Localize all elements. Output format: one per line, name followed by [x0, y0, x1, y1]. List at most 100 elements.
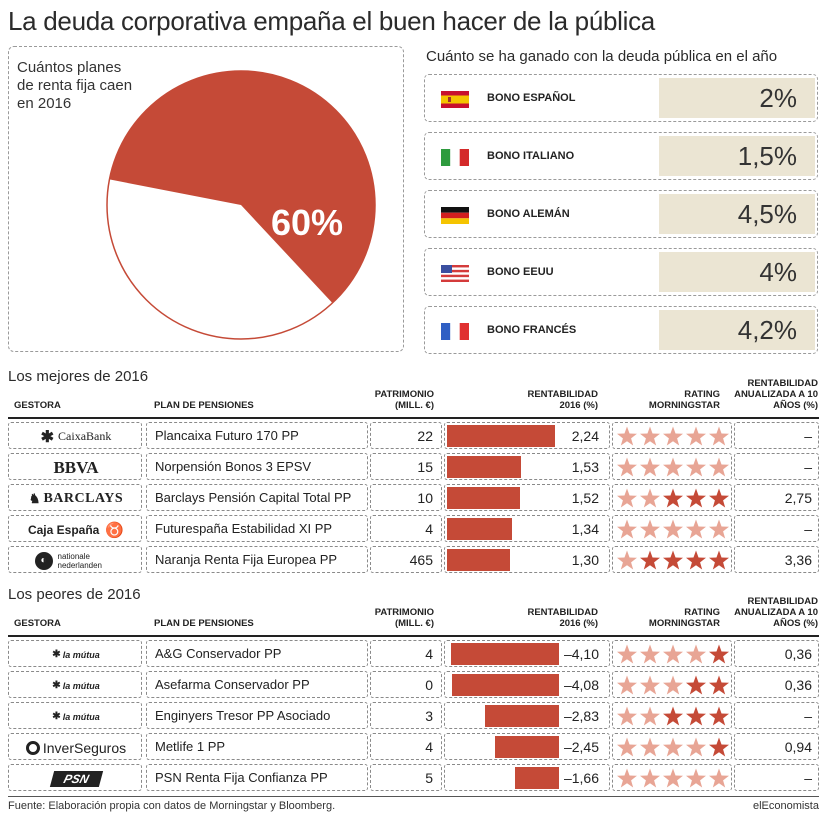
rentabilidad-cell: 1,53 [444, 453, 610, 480]
gestora-cell: ✱ la mútua [8, 702, 142, 729]
rentabilidad-cell: –2,83 [444, 702, 610, 729]
bond-name: BONO ESPAÑOL [487, 92, 576, 104]
header-patrimonio: PATRIMONIO (MILL. €) [374, 389, 434, 411]
star-filled-icon [663, 488, 683, 508]
rating-cell [612, 640, 732, 667]
rating-cell [612, 515, 732, 542]
flag-it-icon [441, 149, 469, 166]
best-header-rule [8, 417, 819, 419]
pie-slice-main [109, 71, 375, 304]
star-empty-icon [617, 488, 637, 508]
patrimonio-cell: 10 [370, 484, 442, 511]
rentabilidad-cell: 1,52 [444, 484, 610, 511]
star-empty-icon [640, 426, 660, 446]
gestora-cell: BBVA [8, 453, 142, 480]
nn-logo: ◐ nationale nederlanden [9, 547, 143, 574]
star-filled-icon [686, 706, 706, 726]
star-empty-icon [640, 737, 660, 757]
star-empty-icon [640, 457, 660, 477]
bond-name: BONO ALEMÁN [487, 208, 570, 220]
gestora-cell: PSN [8, 764, 142, 791]
rentabilidad-cell: –1,66 [444, 764, 610, 791]
patrimonio-cell: 3 [370, 702, 442, 729]
header-plan: PLAN DE PENSIONES [154, 400, 254, 411]
table-row: InverSeguros Metlife 1 PP 4 –2,45 0,94 [8, 733, 819, 760]
star-empty-icon [617, 519, 637, 539]
pie-caption: Cuántos planes de renta fija caen en 201… [17, 59, 133, 112]
star-filled-icon [709, 644, 729, 664]
star-empty-icon [617, 768, 637, 788]
table-row: ✱ la mútua A&G Conservador PP 4 –4,10 0,36 [8, 640, 819, 667]
star-empty-icon [617, 426, 637, 446]
bond-row: BONO EEUU 4% [424, 248, 818, 296]
gestora-cell: ◐ nationale nederlanden [8, 546, 142, 573]
star-filled-icon [686, 675, 706, 695]
plan-cell: PSN Renta Fija Confianza PP [146, 764, 368, 791]
star-empty-icon [640, 488, 660, 508]
rentabilidad-value: –4,08 [563, 677, 599, 693]
gestora-cell: ♞ BARCLAYS [8, 484, 142, 511]
footer-source: Fuente: Elaboración propia con datos de … [8, 800, 336, 812]
pie-chart: 60% [106, 70, 376, 340]
star-empty-icon [640, 768, 660, 788]
bond-value: 4% [659, 252, 815, 292]
anualizada-cell: – [734, 702, 819, 729]
rentabilidad-bar [451, 643, 559, 665]
gestora-cell: ✱ la mútua [8, 671, 142, 698]
star-empty-icon [709, 426, 729, 446]
rentabilidad-bar [494, 736, 559, 758]
gestora-cell: Caja España ♉ [8, 515, 142, 542]
anualizada-cell: 3,36 [734, 546, 819, 573]
rentabilidad-cell: –4,10 [444, 640, 610, 667]
star-empty-icon [686, 426, 706, 446]
footer-rule [8, 796, 819, 797]
bond-row: BONO FRANCÉS 4,2% [424, 306, 818, 354]
gestora-cell: ✱ CaixaBank [8, 422, 142, 449]
header-rentabilidad: RENTABILIDAD 2016 (%) [527, 607, 598, 629]
header-gestora: GESTORA [14, 618, 61, 629]
bond-name: BONO ITALIANO [487, 150, 575, 162]
rating-cell [612, 546, 732, 573]
star-empty-icon [686, 768, 706, 788]
star-empty-icon [686, 644, 706, 664]
anualizada-cell: 0,36 [734, 671, 819, 698]
star-empty-icon [640, 675, 660, 695]
flag-es-icon [441, 91, 469, 108]
rating-cell [612, 484, 732, 511]
header-rating: RATING MORNINGSTAR [648, 389, 720, 411]
header-patrimonio: PATRIMONIO (MILL. €) [374, 607, 434, 629]
header-anual: RENTABILIDAD ANUALIZADA A 10 AÑOS (%) [734, 378, 818, 411]
patrimonio-cell: 465 [370, 546, 442, 573]
footer-brand: elEconomista [752, 800, 819, 812]
table-row: Caja España ♉ Futurespaña Estabilidad XI P… [8, 515, 819, 542]
rentabilidad-value: –2,45 [563, 739, 599, 755]
bond-row: BONO ITALIANO 1,5% [424, 132, 818, 180]
star-filled-icon [686, 550, 706, 570]
star-empty-icon [617, 706, 637, 726]
bbva-logo: BBVA [53, 457, 99, 477]
eagle-icon: ♞ [28, 490, 41, 506]
rentabilidad-value: 1,30 [571, 552, 599, 568]
star-empty-icon [663, 768, 683, 788]
plan-cell: Futurespaña Estabilidad XI PP [146, 515, 368, 542]
pie-panel: 60% Cuántos planes de renta fija caen en… [8, 46, 404, 352]
plan-cell: Asefarma Conservador PP [146, 671, 368, 698]
anualizada-cell: – [734, 515, 819, 542]
star-empty-icon [617, 644, 637, 664]
table-row: BBVA Norpensión Bonos 3 EPSV 15 1,53 – [8, 453, 819, 480]
header-anual: RENTABILIDAD ANUALIZADA A 10 AÑOS (%) [734, 596, 818, 629]
plan-cell: Barclays Pensión Capital Total PP [146, 484, 368, 511]
rentabilidad-value: 1,53 [571, 459, 599, 475]
table-row: ✱ la mútua Enginyers Tresor PP Asociado 3 –2… [8, 702, 819, 729]
table-row: PSN PSN Renta Fija Confianza PP 5 –1,66 – [8, 764, 819, 791]
rentabilidad-bar [447, 549, 510, 571]
star-filled-icon [709, 737, 729, 757]
rentabilidad-value: –1,66 [563, 770, 599, 786]
star-empty-icon [640, 519, 660, 539]
header-rating: RATING MORNINGSTAR [648, 607, 720, 629]
bond-value: 1,5% [659, 136, 815, 176]
mutua-mark-icon: ✱ [52, 711, 61, 722]
rating-cell [612, 422, 732, 449]
rentabilidad-bar [447, 456, 521, 478]
gestora-cell: ✱ la mútua [8, 640, 142, 667]
